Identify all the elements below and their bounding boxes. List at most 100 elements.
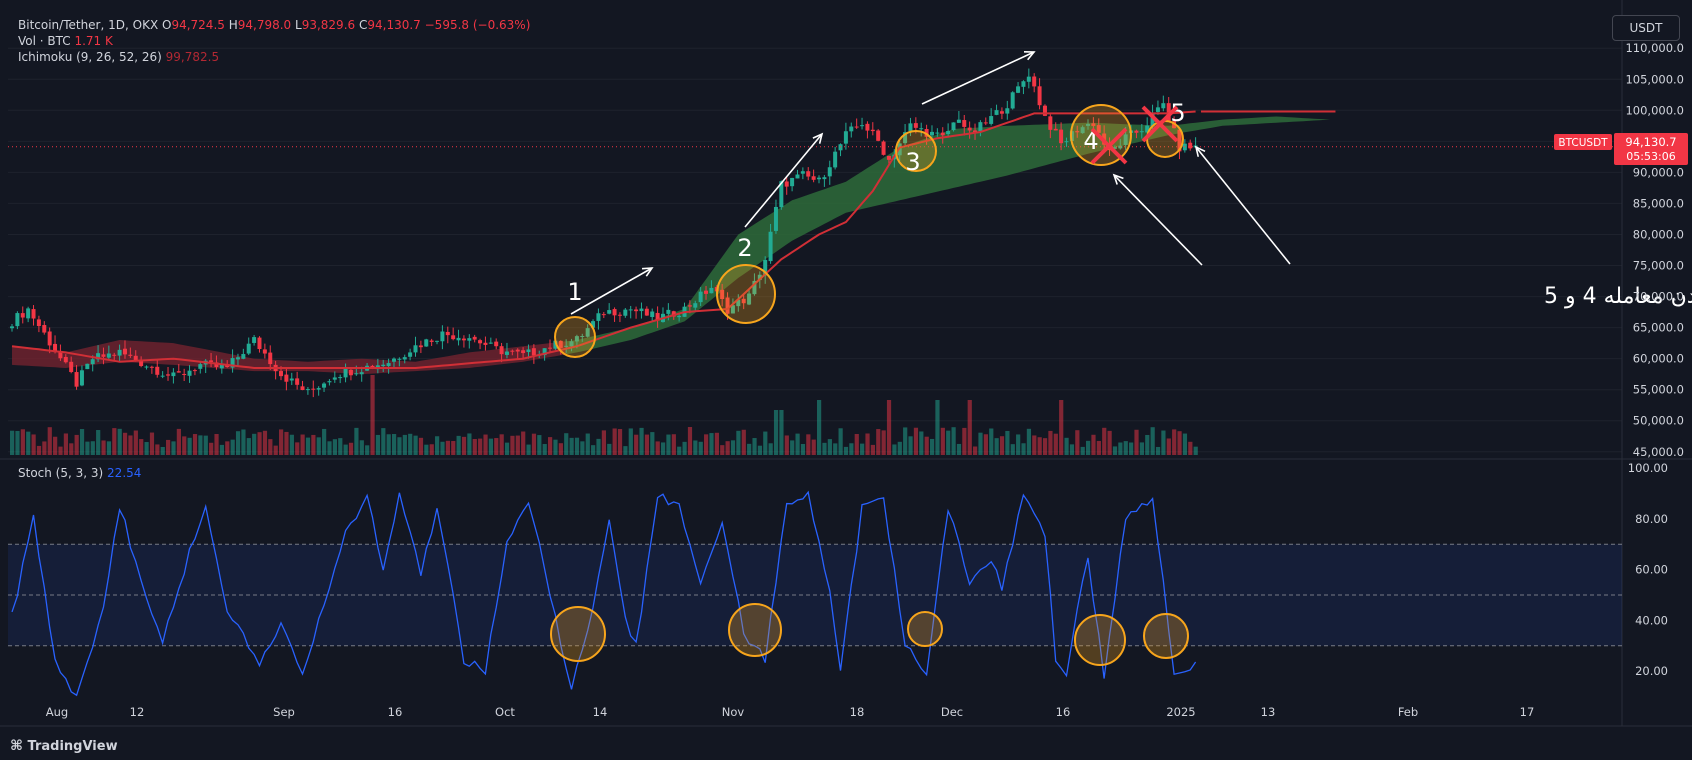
candle-body xyxy=(289,378,294,381)
volume-bar xyxy=(472,438,477,455)
volume-bar xyxy=(42,441,47,455)
stoch-signal-circle[interactable] xyxy=(550,606,606,662)
candle-body xyxy=(870,129,875,132)
volume-bar xyxy=(548,437,553,455)
volume-bar xyxy=(817,400,822,455)
signal-circle[interactable] xyxy=(1070,104,1132,166)
candle-body xyxy=(149,366,154,368)
volume-value: 1.71 K xyxy=(74,34,113,48)
volume-bar xyxy=(1102,427,1107,455)
trend-arrow-head xyxy=(641,267,654,277)
ohlc-legend: Bitcoin/Tether, 1D, OKX O94,724.5 H94,79… xyxy=(18,18,530,32)
volume-bar xyxy=(429,444,434,455)
stoch-signal-circle[interactable] xyxy=(907,611,943,647)
volume-bar xyxy=(1096,440,1101,455)
volume-bar xyxy=(348,442,354,455)
price-tick-label: 100,000.0 xyxy=(1625,103,1684,117)
candle-body xyxy=(881,141,886,155)
symbol-tag xyxy=(1554,134,1612,150)
volume-bar xyxy=(644,434,650,455)
volume-bar xyxy=(623,446,628,455)
candle-body xyxy=(800,171,805,174)
annotations: 12345نمودار قیمت زیر بیس لاین و نامعتبر … xyxy=(554,51,1692,358)
symbol-tag-label: BTCUSDT xyxy=(1558,137,1608,149)
price-tick-label: 70,000.0 xyxy=(1633,290,1684,304)
candle-body xyxy=(311,388,316,390)
volume-bar xyxy=(854,433,859,455)
candle-body xyxy=(973,130,978,133)
stoch-signal-circle[interactable] xyxy=(728,603,782,657)
candle-body xyxy=(1032,76,1037,87)
candle-body xyxy=(284,374,289,382)
candle-body xyxy=(139,359,144,367)
volume-bar xyxy=(504,442,510,455)
candle-body xyxy=(623,309,628,316)
volume-bar xyxy=(951,427,956,455)
brand-label: TradingView xyxy=(27,739,118,754)
candle-body xyxy=(42,325,47,333)
volume-bar xyxy=(946,430,951,455)
stoch-signal-circle[interactable] xyxy=(1143,613,1189,659)
candle-body xyxy=(429,340,434,342)
candle-body xyxy=(585,328,590,337)
candle-body xyxy=(58,352,63,359)
volume-bar xyxy=(338,438,343,455)
volume-bar xyxy=(166,439,171,455)
signal-circle[interactable] xyxy=(895,130,937,172)
volume-bar xyxy=(209,442,214,455)
candle-body xyxy=(1166,103,1171,122)
signal-circle[interactable] xyxy=(716,264,776,324)
candle-body xyxy=(591,321,596,328)
candle-body xyxy=(225,365,230,368)
volume-bar xyxy=(461,436,467,455)
candle-body xyxy=(122,348,127,355)
volume-bar xyxy=(790,440,795,455)
price-tag-value: 94,130.7 xyxy=(1625,135,1676,149)
candle-body xyxy=(192,370,197,372)
candle-body xyxy=(956,119,961,123)
volume-bar xyxy=(784,435,789,455)
candle-body xyxy=(580,335,585,337)
candle-body xyxy=(79,370,84,386)
candle-body xyxy=(445,331,450,336)
volume-bar xyxy=(230,439,235,455)
candle-body xyxy=(838,144,843,151)
price-tick-label: 50,000.0 xyxy=(1633,414,1684,428)
candle-body xyxy=(332,377,337,380)
tradingview-logo[interactable]: ⌘ TradingView xyxy=(10,738,118,754)
trend-arrow-head xyxy=(812,132,824,144)
candle-body xyxy=(85,363,90,370)
candle-body xyxy=(467,338,472,341)
currency-button[interactable]: USDT xyxy=(1612,15,1680,41)
stoch-signal-circle[interactable] xyxy=(1074,614,1126,666)
volume-bar xyxy=(316,437,321,455)
volume-bar xyxy=(510,435,515,455)
candle-body xyxy=(386,363,391,367)
volume-bar xyxy=(343,444,348,455)
candle-body xyxy=(833,151,838,168)
candle-body xyxy=(843,131,848,144)
volume-bar xyxy=(1016,434,1021,455)
volume-bar xyxy=(117,428,122,455)
volume-bar xyxy=(967,400,972,455)
candle-body xyxy=(1080,127,1085,134)
candle-body xyxy=(601,314,606,316)
volume-bar xyxy=(182,436,187,455)
trend-arrow xyxy=(921,51,1035,105)
candle-body xyxy=(31,309,36,319)
candle-body xyxy=(413,345,418,353)
candle-body xyxy=(488,342,493,344)
candle-body xyxy=(1155,107,1160,112)
volume-bar xyxy=(171,441,176,455)
signal-circle[interactable] xyxy=(554,316,596,358)
annotation-text: نمودار قیمت زیر بیس لاین و نامعتبر بودن … xyxy=(1544,284,1692,309)
volume-bar xyxy=(456,435,461,455)
volume-bar xyxy=(1139,442,1144,455)
volume-bar xyxy=(983,434,988,455)
candle-body xyxy=(569,341,574,347)
volume-bar xyxy=(311,434,316,455)
invalid-x-mark xyxy=(1141,105,1179,143)
volume-bar xyxy=(1161,430,1166,455)
candle-body xyxy=(913,123,918,128)
